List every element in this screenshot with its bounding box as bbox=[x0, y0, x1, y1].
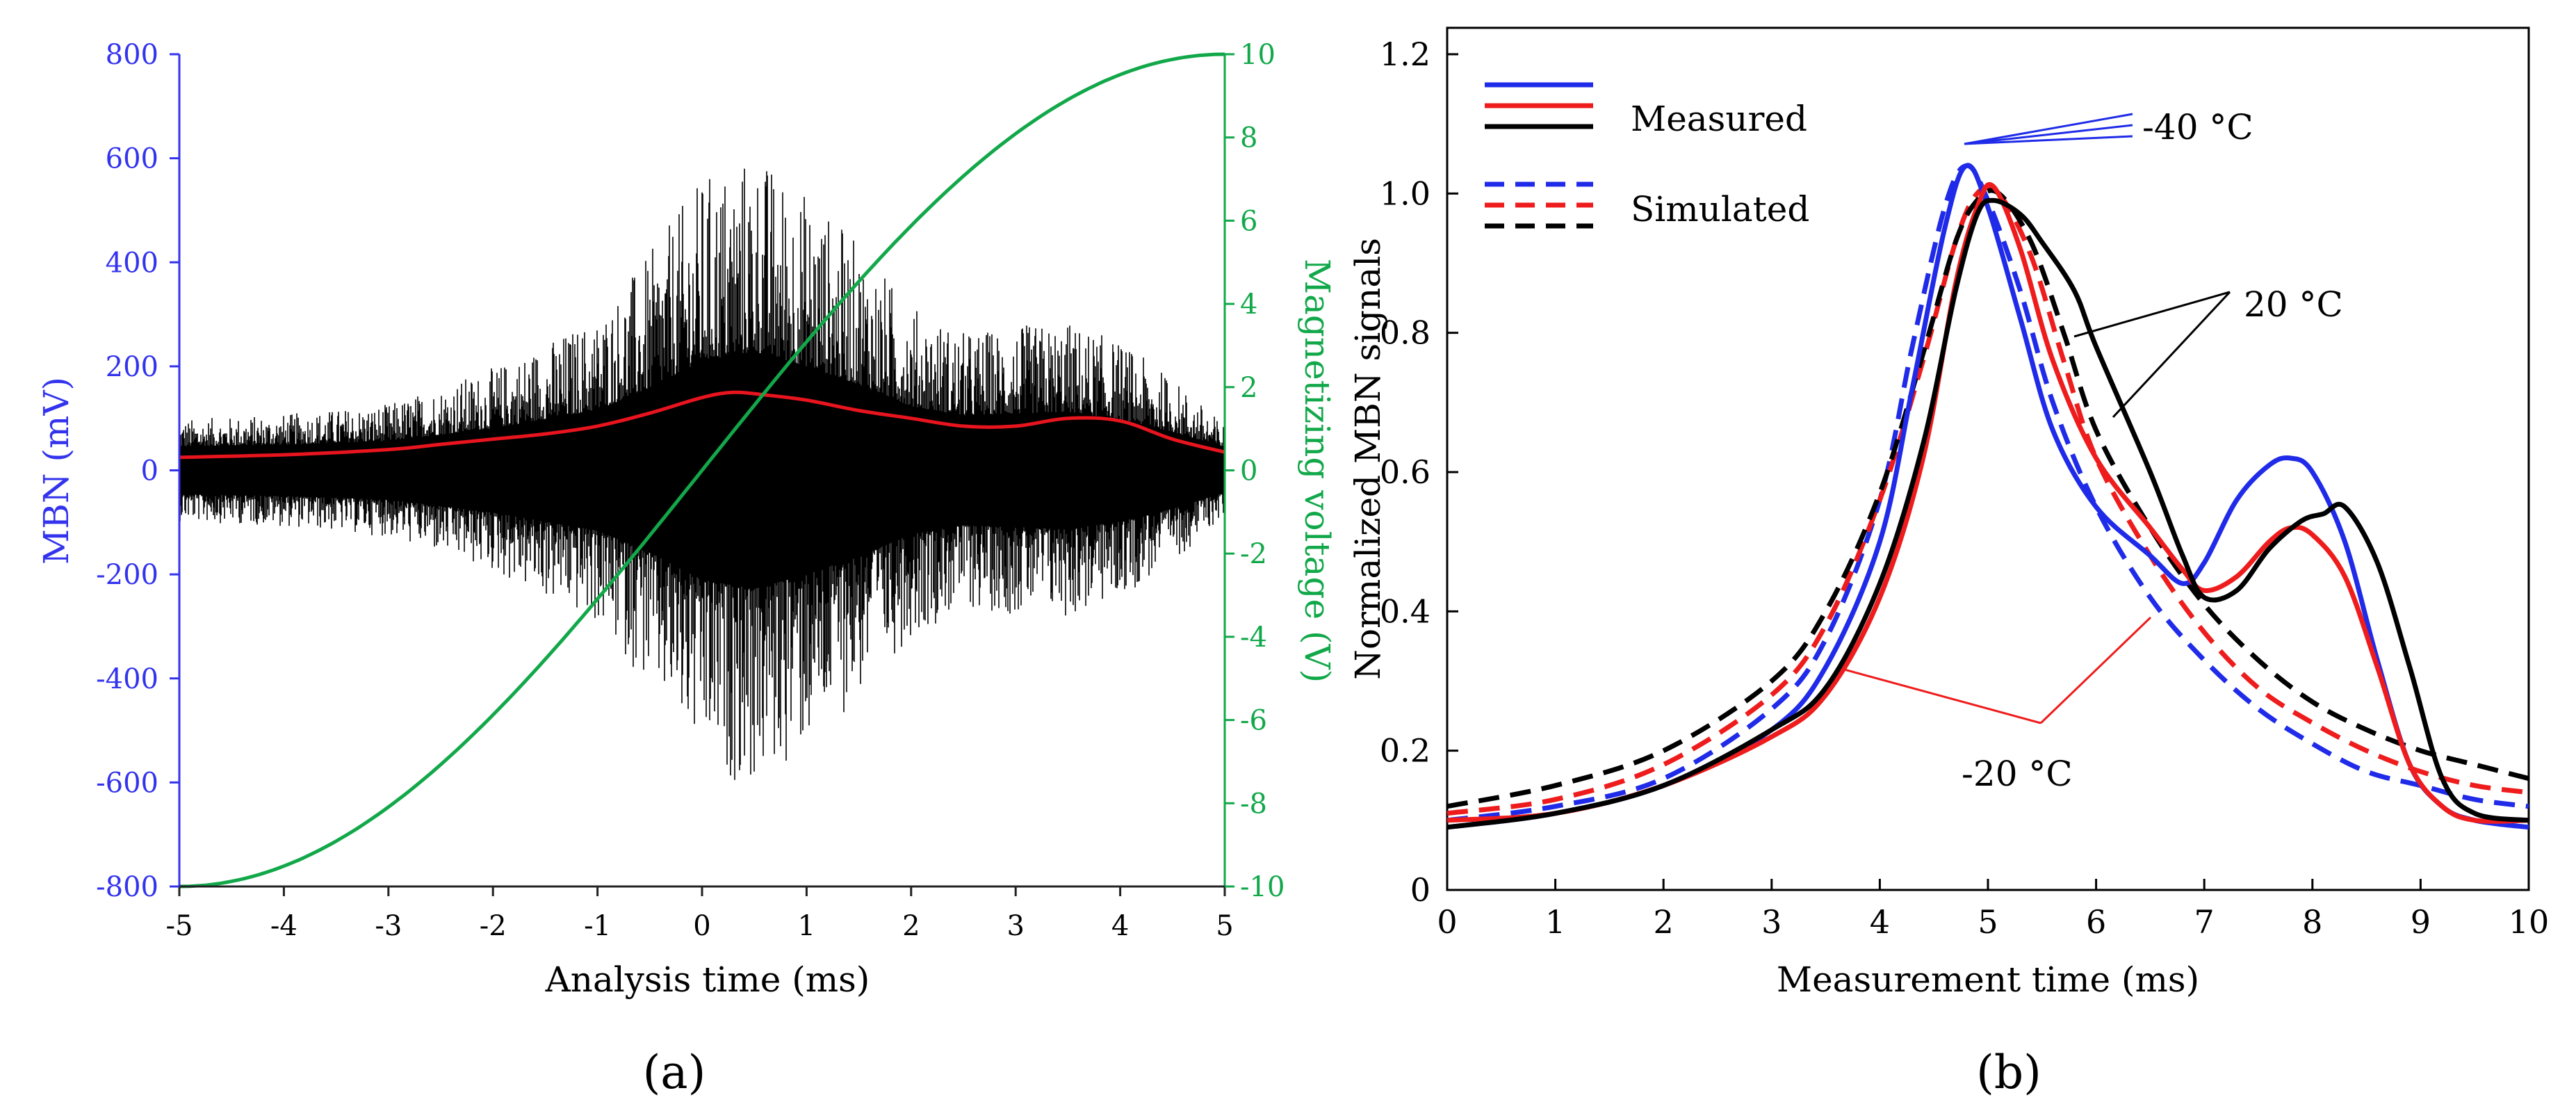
a-y-left-tick-label: 0 bbox=[141, 455, 158, 487]
a-panel-label: (a) bbox=[643, 1046, 706, 1099]
a-x-tick-label: -4 bbox=[270, 910, 297, 942]
a-y-right-tick-label: 2 bbox=[1240, 372, 1257, 404]
b-series-simulated-20-c bbox=[1446, 184, 2529, 816]
b-y-tick-label: 0.8 bbox=[1380, 314, 1430, 352]
b-series-measured-20-c bbox=[1446, 197, 2529, 830]
a-x-tick-label: 2 bbox=[902, 910, 920, 942]
b-x-tick-label: 9 bbox=[2411, 903, 2431, 941]
b-annotation-minus40: -40 °C bbox=[1964, 107, 2253, 147]
b-annotation-20: 20 °C bbox=[2073, 284, 2343, 419]
b-series-measured-20-c bbox=[1446, 181, 2529, 824]
a-y-right-tick-label: -8 bbox=[1240, 788, 1267, 820]
a-x-tick-label: 0 bbox=[693, 910, 710, 942]
a-x-tick-label: -2 bbox=[480, 910, 507, 942]
a-y-left-tick-label: 600 bbox=[106, 143, 158, 175]
a-x-tick-label: -3 bbox=[375, 910, 402, 942]
a-y-left-tick-label: 800 bbox=[106, 39, 158, 71]
b-x-axis-label: Measurement time (ms) bbox=[1777, 959, 2199, 1000]
a-y-right-tick-label: -4 bbox=[1240, 622, 1267, 654]
b-y-axis-label: Normalized MBN signals bbox=[1348, 238, 1388, 680]
b-annotation-20-label: 20 °C bbox=[2244, 284, 2343, 325]
a-x-tick-label: 1 bbox=[798, 910, 815, 942]
b-x-tick-label: 4 bbox=[1870, 903, 1890, 941]
b-series-group bbox=[1446, 163, 2529, 830]
a-x-tick-label: 4 bbox=[1111, 910, 1129, 942]
b-y-tick-label: 0.4 bbox=[1380, 592, 1430, 630]
a-y-right-tick-label: 10 bbox=[1240, 39, 1275, 71]
a-x-tick-label: -5 bbox=[166, 910, 193, 942]
b-x-tick-label: 0 bbox=[1437, 903, 1457, 941]
a-y-left-tick-label: -200 bbox=[96, 559, 158, 591]
a-envelope-series bbox=[179, 390, 1225, 460]
b-x-tick-label: 2 bbox=[1654, 903, 1674, 941]
a-raw-signal-series bbox=[179, 168, 1225, 780]
a-y-right-tick-label: -6 bbox=[1240, 705, 1267, 737]
b-annotation-minus20: -20 °C bbox=[1841, 616, 2152, 794]
a-x-tick-label: 5 bbox=[1216, 910, 1233, 942]
a-y-right-tick-label: -2 bbox=[1240, 538, 1267, 570]
panel-b-chart: 0 1 2 3 4 5 6 7 8 9 10 0 0.2 0.4 0.6 0.8 1.0 1.2 Measure… bbox=[1348, 26, 2549, 1099]
a-y-left-tick-label: 200 bbox=[106, 351, 158, 383]
b-y-ticks: 0 0.2 0.4 0.6 0.8 1.0 1.2 bbox=[1380, 35, 1458, 909]
a-y-right-tick-label: 8 bbox=[1240, 122, 1257, 154]
a-y-left-tick-label: 400 bbox=[106, 247, 158, 279]
b-series-simulated-40-c bbox=[1446, 163, 2529, 823]
b-x-tick-label: 3 bbox=[1761, 903, 1782, 941]
a-raw-signal-trace bbox=[179, 168, 1225, 780]
b-legend: Measured Simulated bbox=[1485, 82, 1809, 229]
b-y-tick-label: 1.2 bbox=[1380, 35, 1430, 73]
a-y-right-tick-label: 0 bbox=[1240, 455, 1257, 487]
a-y-left-ticks: -800 -600 -400 -200 0 200 400 600 800 bbox=[96, 39, 179, 903]
b-panel-label: (b) bbox=[1976, 1046, 2041, 1099]
b-x-tick-label: 1 bbox=[1545, 903, 1565, 941]
b-y-tick-label: 0 bbox=[1410, 871, 1430, 909]
a-left-axis-label: MBN (mV) bbox=[36, 377, 76, 565]
a-right-axis-label: Magnetizing voltage (V) bbox=[1297, 259, 1337, 683]
a-y-right-tick-label: 6 bbox=[1240, 205, 1257, 237]
b-y-tick-label: 0.2 bbox=[1380, 732, 1430, 770]
a-y-right-tick-label: 4 bbox=[1240, 289, 1257, 321]
b-legend-simulated-label: Simulated bbox=[1631, 189, 1809, 229]
a-y-right-ticks: -10 -8 -6 -4 -2 0 2 4 6 8 10 bbox=[1225, 39, 1285, 903]
b-x-tick-label: 10 bbox=[2509, 903, 2550, 941]
b-legend-measured-label: Measured bbox=[1631, 99, 1807, 139]
b-y-tick-label: 0.6 bbox=[1380, 453, 1430, 491]
b-x-tick-label: 5 bbox=[1978, 903, 1998, 941]
a-x-tick-label: -1 bbox=[584, 910, 611, 942]
a-y-left-tick-label: -800 bbox=[96, 871, 158, 903]
a-x-ticks: -5 -4 -3 -2 -1 0 1 2 3 4 5 bbox=[166, 886, 1234, 942]
b-series-simulated-20-c bbox=[1446, 188, 2529, 809]
b-series-measured-40-c bbox=[1446, 163, 2529, 830]
b-x-tick-label: 8 bbox=[2302, 903, 2322, 941]
b-x-tick-label: 7 bbox=[2194, 903, 2215, 941]
b-x-ticks: 0 1 2 3 4 5 6 7 8 9 10 bbox=[1437, 879, 2549, 941]
panel-a-chart: -5 -4 -3 -2 -1 0 1 2 3 4 5 -800-600-400-2000200400… bbox=[36, 39, 1337, 1099]
b-y-tick-label: 1.0 bbox=[1380, 175, 1430, 212]
b-annotation-minus40-label: -40 °C bbox=[2142, 107, 2253, 147]
a-y-left-tick-label: -400 bbox=[96, 663, 158, 695]
a-x-tick-label: 3 bbox=[1006, 910, 1024, 942]
a-y-left-tick-label: -600 bbox=[96, 767, 158, 799]
b-annotation-minus20-label: -20 °C bbox=[1962, 754, 2073, 794]
a-y-right-tick-label: -10 bbox=[1240, 871, 1285, 903]
b-x-tick-label: 6 bbox=[2086, 903, 2106, 941]
a-voltage-series bbox=[179, 52, 1225, 889]
a-x-axis-label: Analysis time (ms) bbox=[545, 959, 870, 1000]
